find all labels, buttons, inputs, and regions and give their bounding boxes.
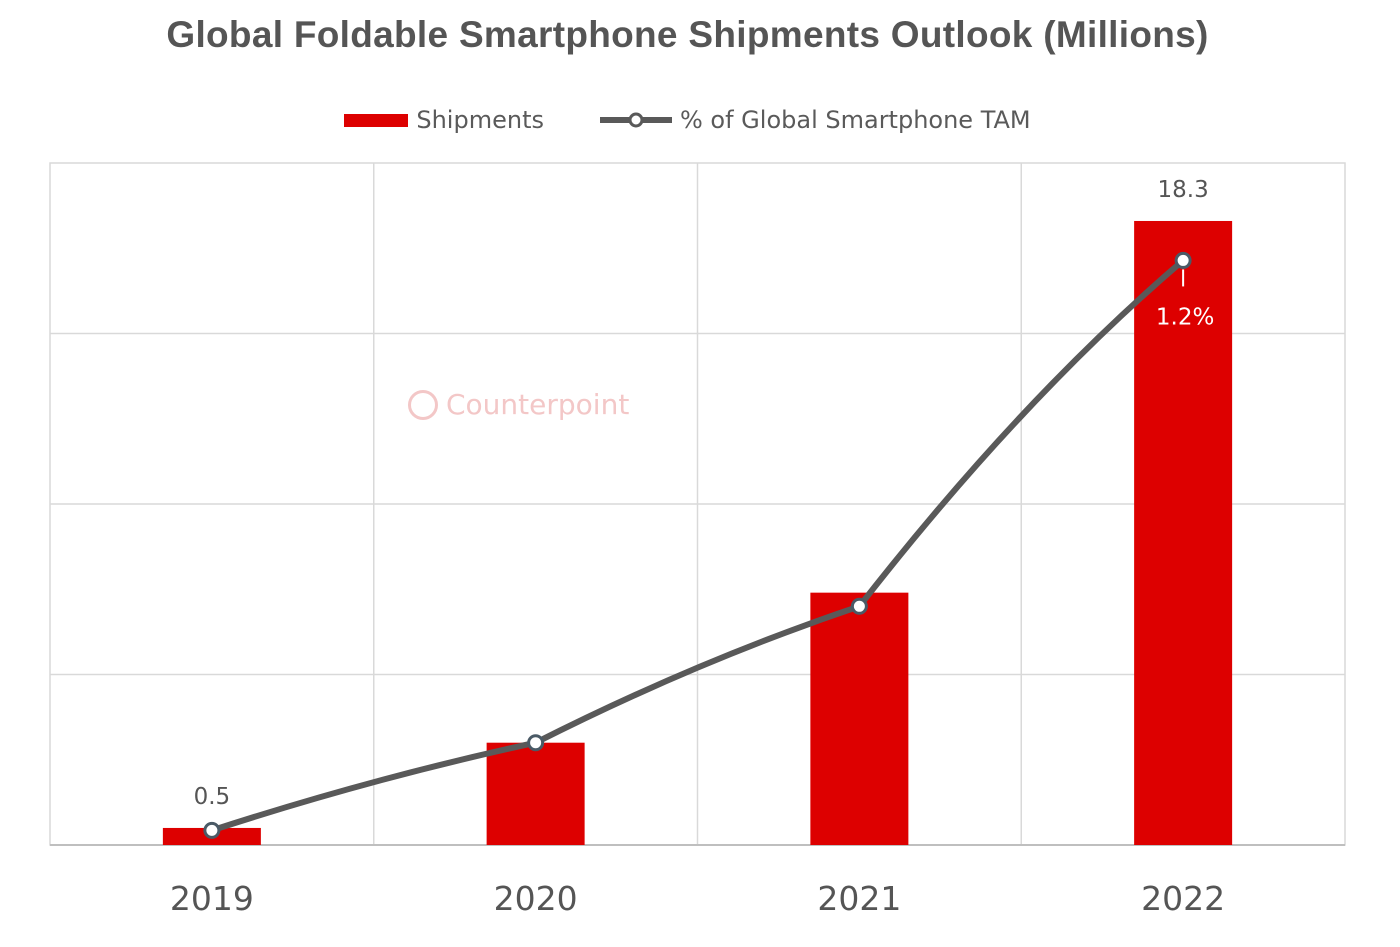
tam-line-path [208, 257, 1187, 834]
legend: Shipments % of Global Smartphone TAM [0, 100, 1375, 140]
watermark-text: Counterpoint [446, 388, 630, 421]
x-tick-label-2021: 2021 [817, 879, 901, 918]
tam-point-2020 [527, 734, 545, 752]
labels: 0.5 18.3 1.2% 2019 2020 2021 2022 [170, 177, 1225, 918]
counterpoint-logo-icon [408, 389, 438, 420]
tam-point-2019 [203, 821, 221, 839]
x-tick-label-2022: 2022 [1141, 879, 1225, 918]
bars [162, 220, 1233, 846]
watermark: Counterpoint [408, 388, 629, 421]
tam-point-2021 [850, 597, 868, 615]
bar-2022 [1134, 220, 1233, 846]
bar-2021 [810, 592, 909, 845]
legend-swatch-shipments [344, 113, 409, 127]
legend-label-tam: % of Global Smartphone TAM [679, 106, 1031, 134]
tam-data-label-2022: 1.2% [1156, 304, 1214, 330]
tam-point-2022 [1174, 251, 1192, 269]
bar-data-label-2022: 18.3 [1158, 177, 1209, 203]
x-tick-label-2019: 2019 [170, 879, 254, 918]
legend-label-shipments: Shipments [416, 106, 544, 134]
x-tick-label-2020: 2020 [494, 879, 578, 918]
grid [49, 162, 1346, 846]
legend-item-shipments: Shipments [344, 106, 544, 134]
legend-item-tam: % of Global Smartphone TAM [599, 106, 1031, 134]
bar-2020 [486, 742, 585, 845]
legend-swatch-tam [599, 112, 672, 128]
chart-title: Global Foldable Smartphone Shipments Out… [166, 14, 1209, 55]
bar-data-label-2019: 0.5 [194, 784, 231, 810]
tam-line [203, 251, 1192, 839]
